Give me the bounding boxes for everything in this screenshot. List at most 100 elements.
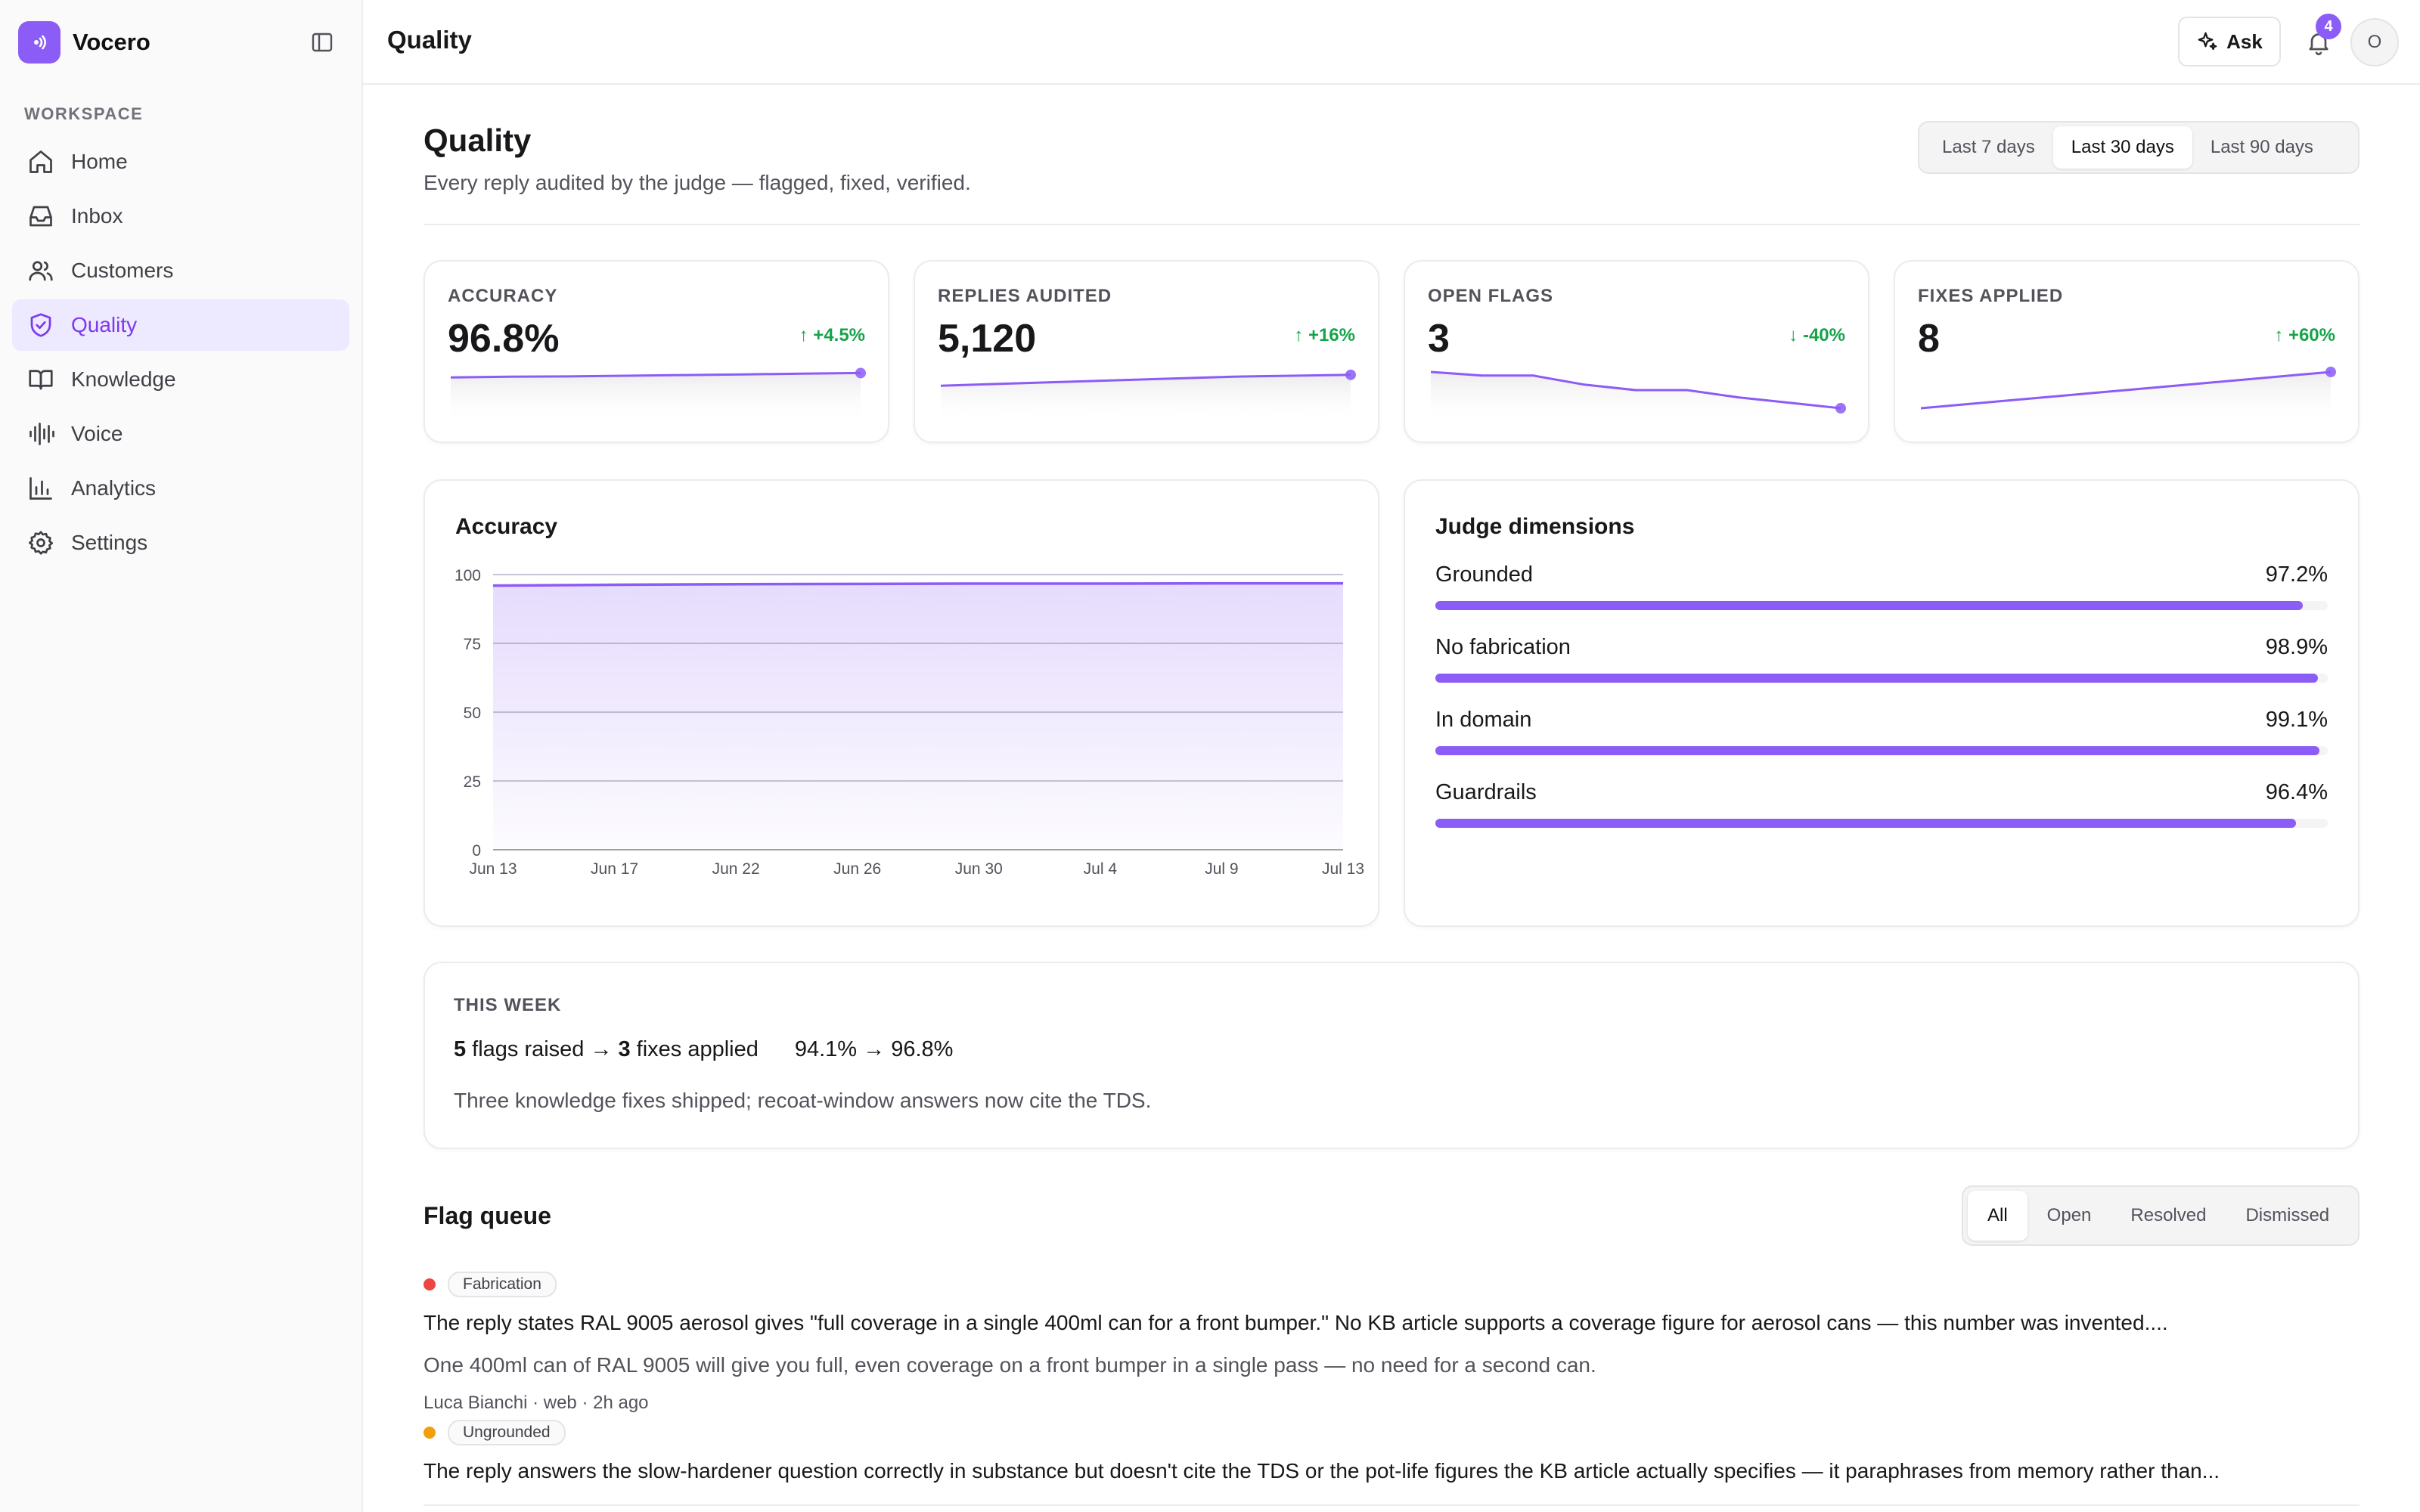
kpi-sparkline bbox=[1920, 367, 2336, 425]
kpi-sparkline bbox=[1430, 370, 1846, 425]
sparkle-icon bbox=[2198, 32, 2217, 51]
dimension-value: 99.1% bbox=[2265, 708, 2328, 732]
dimension-bar bbox=[1435, 819, 2296, 828]
dimension-value: 96.4% bbox=[2265, 780, 2328, 804]
range-option-90d[interactable]: Last 90 days bbox=[2210, 137, 2313, 157]
flag-meta: Luca Bianchi · web · 2h ago bbox=[424, 1393, 649, 1413]
flag-tag: Fabrication bbox=[448, 1272, 557, 1297]
sparkline-endpoint bbox=[2325, 367, 2336, 377]
kpi-delta-value: +4.5% bbox=[813, 325, 865, 345]
sidebar-item-label: Settings bbox=[71, 531, 148, 554]
kpi-label: OPEN FLAGS bbox=[1428, 286, 1554, 306]
brand-logo-icon bbox=[18, 21, 60, 64]
sparkline-area bbox=[451, 373, 861, 425]
range-option-7d[interactable]: Last 7 days bbox=[1942, 137, 2035, 157]
kpi-card-fixes-applied[interactable]: FIXES APPLIED 8 ↑ +60% bbox=[1894, 260, 2360, 443]
dimension-track bbox=[1435, 601, 2328, 610]
y-tick-label: 50 bbox=[464, 705, 481, 722]
kpi-delta: ↑ +4.5% bbox=[799, 325, 865, 346]
arrow-up-icon: ↑ bbox=[1294, 325, 1308, 345]
inbox-icon bbox=[29, 206, 52, 227]
flag-item[interactable]: Ungrounded The reply answers the slow-ha… bbox=[424, 1420, 2360, 1483]
sidebar-item-label: Analytics bbox=[71, 476, 157, 500]
y-tick-label: 25 bbox=[464, 773, 481, 791]
flags-text: flags raised → bbox=[472, 1037, 613, 1061]
topbar: Quality Ask 4 O bbox=[363, 0, 2420, 85]
flag-queue-filter: All Open Resolved Dismissed bbox=[1962, 1185, 2360, 1246]
sidebar-toggle-icon[interactable] bbox=[306, 27, 339, 57]
filter-tab-resolved[interactable]: Resolved bbox=[2130, 1205, 2207, 1225]
sparkline-line bbox=[1430, 370, 1841, 410]
gear-icon bbox=[28, 531, 54, 555]
sidebar-item-settings[interactable]: Settings bbox=[12, 517, 349, 569]
avatar[interactable]: O bbox=[2350, 18, 2399, 67]
flag-item[interactable]: Fabrication The reply states RAL 9005 ae… bbox=[424, 1272, 2360, 1414]
kpi-value: 5,120 bbox=[938, 317, 1037, 361]
fixes-count: 3 bbox=[618, 1037, 631, 1061]
sparkline-line bbox=[450, 371, 861, 379]
this-week-label: THIS WEEK bbox=[454, 995, 562, 1015]
page-subtitle: Every reply audited by the judge — flagg… bbox=[424, 171, 971, 194]
dimension-label: Guardrails bbox=[1435, 780, 1537, 804]
sidebar-item-inbox[interactable]: Inbox bbox=[12, 191, 349, 242]
page-title: Quality bbox=[424, 122, 532, 158]
x-tick-label: Jul 13 bbox=[1322, 860, 1364, 878]
arrow-down-icon: ↓ bbox=[1789, 325, 1803, 345]
sidebar-item-quality[interactable]: Quality bbox=[12, 299, 349, 351]
sparkline-endpoint bbox=[1345, 369, 1356, 380]
dimension-track bbox=[1435, 819, 2328, 828]
sidebar-item-customers[interactable]: Customers bbox=[12, 245, 349, 296]
sidebar-item-analytics[interactable]: Analytics bbox=[12, 463, 349, 514]
filter-tab-open[interactable]: Open bbox=[2046, 1205, 2092, 1225]
brand[interactable]: Vocero bbox=[18, 21, 150, 64]
sidebar-item-label: Inbox bbox=[71, 204, 123, 228]
sidebar-item-label: Home bbox=[71, 150, 128, 173]
sidebar-item-home[interactable]: Home bbox=[12, 136, 349, 187]
kpi-sparkline bbox=[450, 367, 866, 425]
y-tick-label: 100 bbox=[455, 567, 481, 584]
dimension-bar bbox=[1435, 674, 2319, 683]
filter-tab-dismissed[interactable]: Dismissed bbox=[2245, 1205, 2330, 1225]
shield-check-icon bbox=[30, 313, 51, 337]
sidebar-item-voice[interactable]: Voice bbox=[12, 408, 349, 460]
dimension-bar bbox=[1435, 601, 2303, 610]
date-range-selector: Last 7 days Last 30 days Last 90 days bbox=[1918, 121, 2360, 174]
flag-queue-title: Flag queue bbox=[424, 1202, 551, 1229]
sidebar-item-label: Quality bbox=[71, 313, 138, 336]
dimension-no-fabrication: No fabrication 98.9% bbox=[1435, 635, 2328, 683]
this-week-summary: 5 flags raised → 3 fixes applied 94.1% →… bbox=[454, 1037, 953, 1062]
sparkline-area bbox=[1431, 372, 1841, 425]
kpi-card-accuracy[interactable]: ACCURACY 96.8% ↑ +4.5% bbox=[424, 260, 889, 443]
kpi-delta: ↓ -40% bbox=[1789, 325, 1845, 346]
sidebar-item-label: Knowledge bbox=[71, 367, 176, 391]
x-tick-label: Jun 17 bbox=[591, 860, 638, 878]
flag-tag: Ungrounded bbox=[448, 1420, 566, 1445]
dimension-track bbox=[1435, 674, 2328, 683]
kpi-value: 96.8% bbox=[448, 317, 560, 361]
kpi-card-open-flags[interactable]: OPEN FLAGS 3 ↓ -40% bbox=[1404, 260, 1869, 443]
severity-dot bbox=[424, 1278, 436, 1290]
flags-count: 5 bbox=[454, 1037, 467, 1061]
sidebar-nav: Home Inbox Customers Quality Knowledge V… bbox=[12, 136, 349, 572]
sparkline-line bbox=[1920, 370, 2332, 410]
kpi-label: REPLIES AUDITED bbox=[938, 286, 1112, 306]
dimension-guardrails: Guardrails 96.4% bbox=[1435, 780, 2328, 828]
sidebar-item-knowledge[interactable]: Knowledge bbox=[12, 354, 349, 405]
sidebar-item-label: Voice bbox=[71, 422, 123, 445]
filter-tab-all[interactable]: All bbox=[1968, 1191, 2028, 1241]
home-icon bbox=[29, 150, 52, 173]
kpi-card-replies-audited[interactable]: REPLIES AUDITED 5,120 ↑ +16% bbox=[914, 260, 1379, 443]
sparkline-area bbox=[941, 374, 1351, 425]
accuracy-change: 94.1% → 96.8% bbox=[794, 1037, 954, 1061]
sidebar: Vocero WORKSPACE Home Inbox Customers Qu… bbox=[0, 0, 363, 1512]
kpi-label: FIXES APPLIED bbox=[1918, 286, 2064, 306]
kpi-value: 8 bbox=[1918, 317, 1940, 361]
kpi-delta: ↑ +16% bbox=[1294, 325, 1355, 346]
flag-description: The reply states RAL 9005 aerosol gives … bbox=[424, 1311, 2168, 1334]
book-icon bbox=[29, 370, 53, 390]
topbar-title: Quality bbox=[387, 26, 472, 54]
header-divider bbox=[424, 224, 2360, 225]
ask-button[interactable]: Ask bbox=[2178, 17, 2281, 67]
arrow-up-icon: ↑ bbox=[799, 325, 814, 345]
range-option-30d[interactable]: Last 30 days bbox=[2052, 126, 2192, 169]
